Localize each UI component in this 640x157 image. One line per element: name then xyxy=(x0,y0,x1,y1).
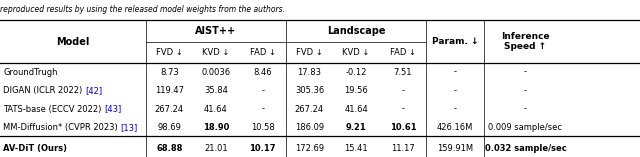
Text: FAD ↓: FAD ↓ xyxy=(250,48,276,57)
Text: 9.21: 9.21 xyxy=(346,123,367,132)
Text: -: - xyxy=(261,105,264,114)
Text: Landscape: Landscape xyxy=(327,26,385,36)
Text: [13]: [13] xyxy=(120,123,138,132)
Text: 10.58: 10.58 xyxy=(251,123,275,132)
Text: [42]: [42] xyxy=(85,86,102,95)
Text: -: - xyxy=(401,86,404,95)
Text: 159.91M: 159.91M xyxy=(437,143,473,153)
Text: 305.36: 305.36 xyxy=(295,86,324,95)
Text: FVD ↓: FVD ↓ xyxy=(156,48,182,57)
Text: -: - xyxy=(524,86,527,95)
Text: MM-Diffusion* (CVPR 2023): MM-Diffusion* (CVPR 2023) xyxy=(3,123,120,132)
Text: 172.69: 172.69 xyxy=(295,143,324,153)
Text: 10.17: 10.17 xyxy=(250,143,276,153)
Text: KVD ↓: KVD ↓ xyxy=(202,48,230,57)
Text: 267.24: 267.24 xyxy=(295,105,324,114)
Text: Model: Model xyxy=(56,37,90,47)
Text: 41.64: 41.64 xyxy=(204,105,228,114)
Text: TATS-base (ECCV 2022): TATS-base (ECCV 2022) xyxy=(3,105,104,114)
Text: -: - xyxy=(454,86,456,95)
Text: 21.01: 21.01 xyxy=(204,143,228,153)
Text: 98.69: 98.69 xyxy=(157,123,181,132)
Text: -: - xyxy=(454,68,456,77)
Text: 0.0036: 0.0036 xyxy=(202,68,230,77)
Text: 119.47: 119.47 xyxy=(155,86,184,95)
Text: 267.24: 267.24 xyxy=(155,105,184,114)
Text: 41.64: 41.64 xyxy=(344,105,368,114)
Text: Param. ↓: Param. ↓ xyxy=(432,37,478,46)
Text: 35.84: 35.84 xyxy=(204,86,228,95)
Text: 0.032 sample/sec: 0.032 sample/sec xyxy=(484,143,566,153)
Text: 426.16M: 426.16M xyxy=(437,123,473,132)
Text: 18.90: 18.90 xyxy=(203,123,229,132)
Text: 8.46: 8.46 xyxy=(253,68,272,77)
Text: AIST++: AIST++ xyxy=(195,26,237,36)
Text: 17.83: 17.83 xyxy=(298,68,321,77)
Text: -: - xyxy=(454,105,456,114)
Text: 7.51: 7.51 xyxy=(394,68,412,77)
Text: -0.12: -0.12 xyxy=(346,68,367,77)
Text: AV-DiT (Ours): AV-DiT (Ours) xyxy=(3,143,67,153)
Text: 10.61: 10.61 xyxy=(390,123,416,132)
Text: 8.73: 8.73 xyxy=(160,68,179,77)
Text: -: - xyxy=(524,68,527,77)
Text: reproduced results by using the released model weights from the authors.: reproduced results by using the released… xyxy=(0,5,285,14)
Text: 15.41: 15.41 xyxy=(344,143,368,153)
Text: [43]: [43] xyxy=(104,105,122,114)
Text: Inference
Speed ↑: Inference Speed ↑ xyxy=(501,32,550,51)
Text: 19.56: 19.56 xyxy=(344,86,368,95)
Text: 0.009 sample/sec: 0.009 sample/sec xyxy=(488,123,563,132)
Text: -: - xyxy=(524,105,527,114)
Text: GroundTrugh: GroundTrugh xyxy=(3,68,58,77)
Text: -: - xyxy=(401,105,404,114)
Text: FAD ↓: FAD ↓ xyxy=(390,48,416,57)
Text: 186.09: 186.09 xyxy=(295,123,324,132)
Text: 11.17: 11.17 xyxy=(391,143,415,153)
Text: FVD ↓: FVD ↓ xyxy=(296,48,323,57)
Text: 68.88: 68.88 xyxy=(156,143,182,153)
Text: -: - xyxy=(261,86,264,95)
Text: DIGAN (ICLR 2022): DIGAN (ICLR 2022) xyxy=(3,86,85,95)
Text: KVD ↓: KVD ↓ xyxy=(342,48,370,57)
